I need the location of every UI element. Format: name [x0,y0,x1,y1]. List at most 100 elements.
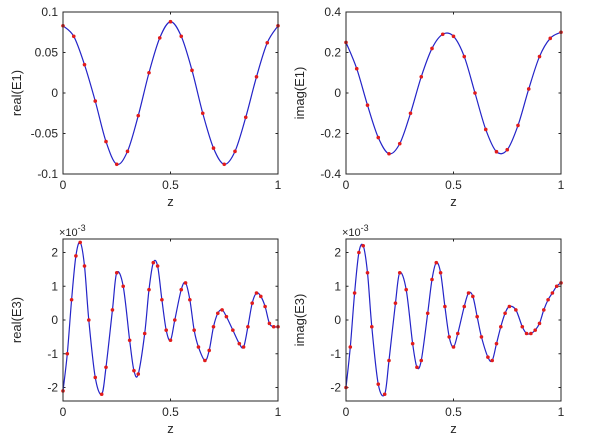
y-tick-label: 0.05 [35,46,59,60]
y-axis-label: real(E3) [9,297,24,343]
data-point [550,291,555,295]
data-point [155,264,160,268]
y-axis-label: imag(E3) [292,294,307,347]
data-point [243,115,248,120]
data-point [183,281,188,285]
data-point [142,331,147,336]
axes-box [345,238,562,402]
x-axis-label: z [450,194,457,209]
data-point [393,301,398,305]
y-tick-label: -1 [47,347,58,361]
data-point [104,365,108,370]
data-point [173,318,177,322]
data-point [74,254,78,258]
data-point [179,34,184,39]
data-point [529,331,533,336]
y-tick-label: -0.1 [37,167,58,181]
x-axis-label: z [167,421,174,436]
data-point [507,304,512,309]
data-point [136,372,141,376]
x-tick-label: 1 [275,405,282,419]
data-point [503,311,507,316]
data-point [222,162,227,167]
data-point [382,392,387,397]
data-point [533,328,537,332]
data-point [69,297,74,302]
chart-panel-1: 0 0.5 1 -0.1 -0.05 0 0.05 0.1 z real(E1) [9,5,282,209]
data-point [537,54,542,59]
y-tick-label: -1 [330,347,341,361]
data-point [430,277,434,282]
x-tick-label: 0 [60,405,67,419]
data-point [82,264,87,268]
x-tick-label: 1 [558,405,565,419]
data-point [216,311,220,316]
y-tick-label: 1 [334,279,341,293]
y-tick-label: -0.4 [320,167,341,181]
x-tick-label: 0.5 [162,405,179,419]
data-point [475,314,479,319]
data-point [419,358,424,363]
data-point [254,75,259,79]
data-point [71,34,76,39]
y-tick-label: 0.2 [324,46,341,60]
data-point [241,345,246,349]
x-tick-label: 0.5 [445,405,462,419]
y-tick-label: -0.2 [320,127,341,141]
data-point [237,341,242,346]
data-point [387,358,391,363]
y-tick-label: 0 [334,86,341,100]
data-point [136,113,141,118]
data-point [466,291,471,295]
y-tick-label: 1 [51,279,58,293]
chart-panel-3: 0 0.5 1 -2 -1 0 1 2×10-3 z real(E3) [9,223,282,436]
data-point [147,287,151,292]
data-point [462,304,467,309]
data-point [354,66,359,71]
data-point [233,149,237,154]
data-point [542,308,546,312]
data-point [203,358,207,363]
x-axis-label: z [450,421,457,436]
data-point [546,297,550,302]
chart-panel-2: 0 0.5 1 -0.4 -0.2 0 0.2 0.4 z imag(E1) [292,5,565,209]
data-point [434,260,439,265]
y-tick-label: 0.4 [324,5,341,19]
x-tick-label: 0.5 [445,178,462,192]
data-point [376,135,381,140]
data-point [479,335,484,339]
data-point [370,324,374,329]
data-point [404,287,409,292]
data-point [456,331,460,336]
data-point [93,375,98,380]
data-point [160,297,164,302]
data-point [190,68,194,73]
data-point [121,284,125,289]
data-point [397,141,402,146]
data-point [246,324,250,329]
plot-area [63,12,278,174]
data-point [554,284,559,289]
data-point [125,149,130,154]
data-point [157,36,162,40]
data-point [365,103,370,107]
data-point [224,314,229,319]
data-point [357,250,361,255]
data-point [537,321,542,326]
data-point [483,127,488,132]
data-point [494,149,499,154]
data-point [361,243,366,248]
data-point [200,111,205,116]
x-tick-label: 0 [60,178,67,192]
data-point [265,40,270,45]
data-point [348,345,353,349]
data-point [99,392,104,397]
data-point [376,382,381,386]
data-point [132,368,136,373]
data-point [192,328,196,332]
data-point [548,36,553,41]
y-tick-label: 2 [334,246,341,260]
y-exponent-label: ×10-3 [59,223,86,239]
x-tick-label: 1 [275,178,282,192]
